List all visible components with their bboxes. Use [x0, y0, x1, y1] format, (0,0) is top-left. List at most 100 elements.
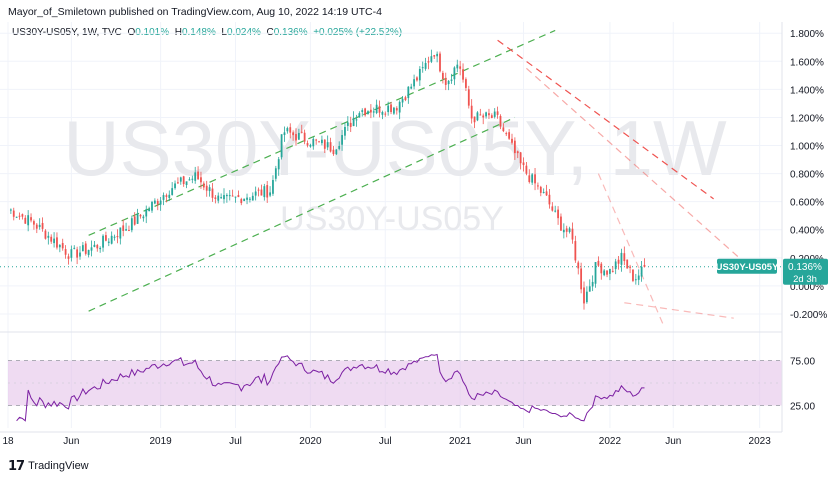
candle-body — [531, 174, 534, 183]
candle-body — [528, 175, 531, 182]
time-axis-label: Jul — [379, 436, 392, 447]
candle-body — [323, 139, 326, 149]
candle-body — [58, 244, 61, 248]
legend-open-label: O — [127, 27, 136, 38]
candle-body — [496, 111, 499, 115]
candle-body — [174, 183, 176, 189]
candle-body — [136, 213, 139, 224]
candle-body — [332, 149, 335, 155]
candle-body — [355, 119, 358, 121]
candle-body — [522, 162, 525, 166]
candle-body — [24, 217, 27, 224]
candle-body — [133, 216, 136, 225]
candle-body — [375, 104, 378, 114]
candle-body — [168, 194, 171, 198]
candle-body — [9, 209, 12, 211]
time-axis-label: Jul — [229, 436, 242, 447]
candle-body — [329, 142, 332, 152]
candle-body — [246, 197, 248, 200]
candle-body — [234, 196, 237, 198]
time-axis-label: Jun — [515, 436, 531, 447]
candle-body — [335, 149, 338, 155]
candle-body — [560, 216, 562, 231]
candle-body — [130, 218, 133, 231]
channel-lower-line — [88, 116, 516, 312]
candle-body — [620, 252, 623, 265]
candle-body — [401, 98, 404, 103]
candle-body — [300, 131, 303, 133]
candle-body — [390, 104, 392, 113]
candle-body — [148, 209, 151, 211]
candle-body — [516, 151, 519, 154]
candle-body — [508, 132, 511, 139]
candle-body — [64, 249, 67, 255]
candle-body — [159, 200, 162, 205]
candle-body — [600, 263, 603, 274]
candle-body — [272, 180, 274, 194]
candle-body — [27, 215, 30, 226]
support-line — [624, 302, 734, 319]
candle-body — [269, 192, 271, 196]
candle-body — [338, 145, 341, 149]
candle-body — [470, 105, 473, 119]
candle-body — [67, 256, 70, 259]
downtrend-upper-line — [497, 39, 714, 200]
symbol-legend: US30Y-US05Y, 1W, TVC O0.101% H0.148% L0.… — [12, 27, 402, 38]
candle-body — [393, 107, 395, 114]
candle-body — [349, 122, 352, 127]
candle-body — [84, 243, 87, 254]
candle-body — [44, 230, 47, 239]
candle-body — [583, 287, 585, 304]
candle-body — [537, 185, 539, 187]
candle-body — [554, 210, 557, 212]
candle-body — [228, 195, 231, 197]
candle-body — [381, 112, 384, 115]
candle-body — [580, 268, 583, 290]
candle-body — [548, 194, 551, 205]
legend-low: 0.024% — [226, 27, 261, 38]
price-tick-label: 1.200% — [790, 113, 824, 124]
candle-body — [237, 195, 240, 198]
candle-body — [358, 113, 361, 118]
candle-body — [119, 227, 122, 239]
candle-body — [424, 62, 427, 69]
watermark-large: US30Y-US05Y, 1W — [63, 104, 727, 192]
candle-body — [197, 171, 199, 180]
legend-high-label: H — [174, 27, 182, 38]
candle-body — [614, 261, 617, 270]
candle-body — [260, 189, 263, 196]
candle-body — [251, 195, 254, 201]
time-axis-label: 2022 — [599, 436, 622, 447]
candle-body — [539, 186, 542, 193]
candle-body — [479, 114, 482, 116]
candle-body — [634, 279, 637, 281]
candle-body — [312, 138, 315, 147]
candle-body — [344, 126, 346, 136]
candle-body — [427, 61, 430, 63]
candle-body — [519, 152, 522, 164]
candle-body — [511, 138, 513, 143]
time-axis-label: Jun — [63, 436, 79, 447]
candle-body — [99, 247, 102, 250]
legend-open: 0.101% — [135, 27, 170, 38]
candle-body — [297, 132, 300, 140]
price-tick-label: 1.600% — [790, 57, 824, 68]
candle-body — [208, 187, 211, 192]
downtrend-mid-line — [526, 67, 743, 262]
candle-body — [562, 229, 565, 233]
legend-close-label: C — [266, 27, 274, 38]
candle-body — [70, 249, 73, 258]
candle-body — [231, 195, 234, 197]
candle-body — [177, 182, 179, 184]
candle-body — [240, 199, 243, 204]
downtrend-lower-line — [597, 173, 666, 329]
candle-body — [321, 139, 323, 144]
candle-body — [309, 144, 312, 147]
candle-body — [436, 53, 439, 57]
candle-body — [47, 235, 50, 238]
candle-body — [545, 191, 548, 196]
candle-body — [637, 275, 640, 280]
candle-body — [145, 209, 148, 217]
legend-symbol: US30Y-US05Y, 1W, TVC — [12, 27, 122, 38]
